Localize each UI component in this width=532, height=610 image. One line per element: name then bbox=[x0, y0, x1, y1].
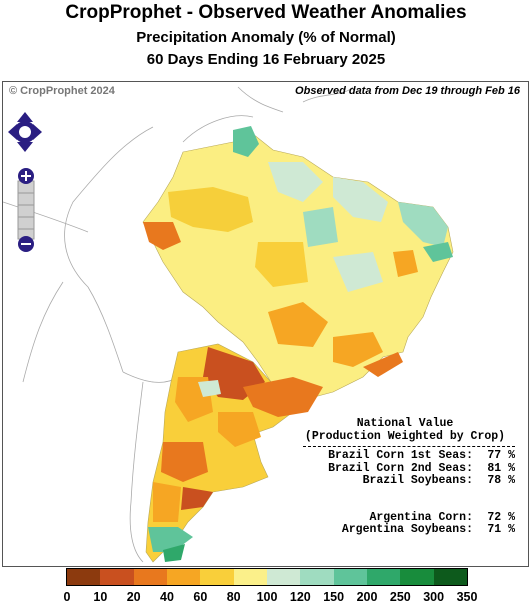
legend-tick-label: 20 bbox=[126, 590, 141, 604]
stat-label: Brazil Corn 1st Seas: bbox=[328, 449, 473, 462]
minus-icon[interactable] bbox=[18, 236, 34, 252]
legend-swatch bbox=[300, 569, 334, 585]
legend-tick-label: 200 bbox=[356, 590, 378, 604]
legend-tick-label: 250 bbox=[389, 590, 411, 604]
argentina-region bbox=[145, 343, 323, 563]
stat-label: Brazil Corn 2nd Seas: bbox=[328, 461, 473, 475]
legend-tick-label: 350 bbox=[456, 590, 478, 604]
country-borders bbox=[3, 86, 354, 563]
legend-swatch bbox=[400, 569, 434, 585]
legend-swatch bbox=[333, 569, 367, 585]
national-values-panel: National Value (Production Weighted by C… bbox=[295, 417, 515, 537]
legend-tick-label: 100 bbox=[256, 590, 278, 604]
page-title: CropProphet - Observed Weather Anomalies bbox=[65, 2, 467, 23]
legend-swatch bbox=[133, 569, 167, 585]
legend-tick-label: 40 bbox=[160, 590, 174, 604]
stat-row: Argentina Corn: 72 % bbox=[295, 510, 515, 525]
legend-swatch bbox=[266, 569, 301, 585]
stat-label: Brazil Soybeans: bbox=[362, 474, 473, 487]
legend-ticks: 0 10 20 40 60 80 100 120 150 200 250 300 350 bbox=[0, 590, 532, 608]
legend-tick-label: 10 bbox=[93, 590, 108, 604]
legend-tick-label: 60 bbox=[193, 590, 208, 604]
legend-swatch bbox=[233, 569, 267, 585]
zoom-slider[interactable] bbox=[15, 167, 37, 253]
divider bbox=[303, 446, 515, 447]
stat-row: Brazil Corn 1st Seas: 77 % bbox=[295, 449, 515, 463]
legend-tick-label: 300 bbox=[423, 590, 445, 604]
stat-value: 78 % bbox=[487, 474, 515, 487]
legend-swatch bbox=[67, 569, 101, 585]
stat-row: Brazil Soybeans: 78 % bbox=[295, 474, 515, 488]
brazil-region bbox=[142, 126, 454, 413]
legend-tick-label: 150 bbox=[323, 590, 345, 604]
legend-swatch bbox=[166, 569, 201, 585]
stat-row: Brazil Corn 2nd Seas: 81 % bbox=[295, 461, 515, 476]
legend-swatch bbox=[200, 569, 234, 585]
map-canvas bbox=[3, 86, 454, 563]
legend-swatch bbox=[366, 569, 401, 585]
copyright-label: © CropProphet 2024 bbox=[9, 85, 115, 97]
stat-value: 71 % bbox=[487, 523, 515, 536]
legend-tick-label: 120 bbox=[289, 590, 311, 604]
stat-value: 72 % bbox=[487, 510, 515, 524]
anomaly-map[interactable]: © CropProphet 2024 Observed data from De… bbox=[2, 81, 529, 567]
stat-label: Argentina Soybeans: bbox=[341, 523, 473, 536]
observed-note: Observed data from Dec 19 through Feb 16 bbox=[295, 85, 520, 97]
national-heading: National Value bbox=[356, 417, 454, 430]
plus-icon[interactable] bbox=[18, 168, 34, 184]
stat-value: 81 % bbox=[487, 461, 515, 475]
legend-tick-label: 80 bbox=[226, 590, 241, 604]
legend-swatch bbox=[100, 569, 134, 585]
legend-tick-label: 0 bbox=[63, 590, 71, 604]
page-subtitle: Precipitation Anomaly (% of Normal) bbox=[136, 29, 396, 46]
stat-value: 77 % bbox=[487, 449, 515, 462]
stat-row: Argentina Soybeans: 71 % bbox=[295, 523, 515, 537]
legend-swatch bbox=[433, 569, 467, 585]
stat-label: Argentina Corn: bbox=[369, 510, 473, 524]
pan-arrows-icon[interactable] bbox=[8, 112, 42, 152]
national-subheading: (Production Weighted by Crop) bbox=[304, 430, 506, 443]
color-legend bbox=[66, 568, 468, 586]
period-label: 60 Days Ending 16 February 2025 bbox=[146, 51, 386, 68]
